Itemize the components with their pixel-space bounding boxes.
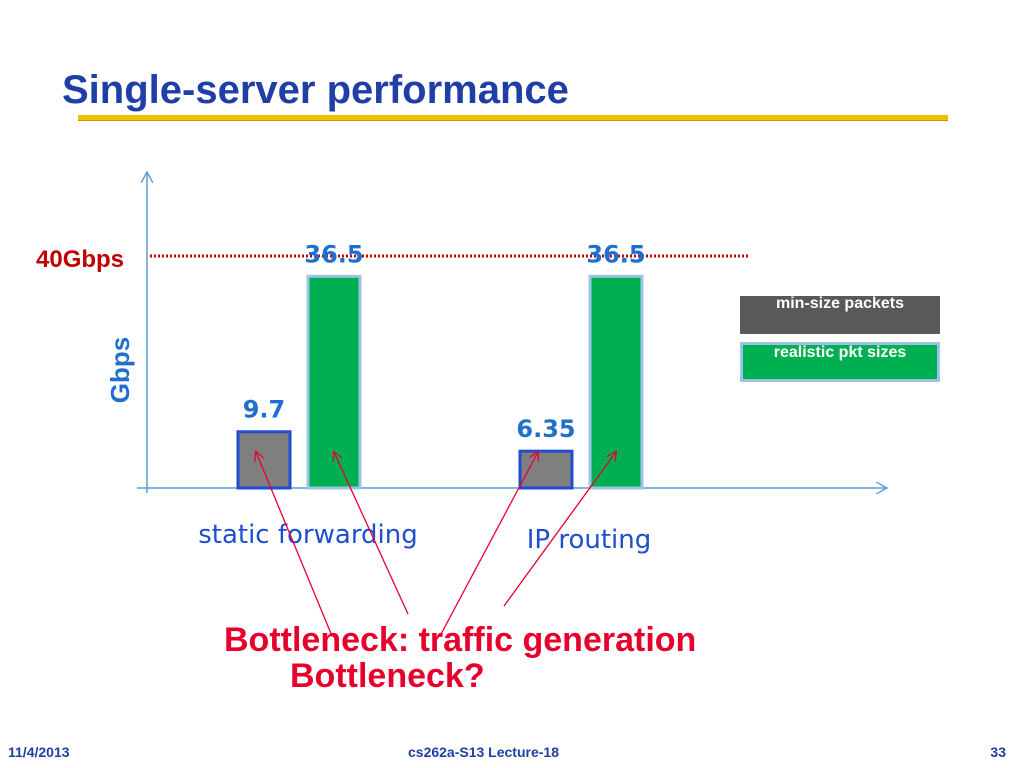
category-labels: static forwarding IP routing bbox=[198, 520, 651, 555]
data-label: 36.5 bbox=[304, 240, 363, 268]
legend-label-realistic: realistic pkt sizes bbox=[773, 344, 907, 361]
y-axis-label: Gbps bbox=[105, 337, 135, 403]
bar-ip-routing-realistic bbox=[588, 274, 644, 490]
bar-static-forwarding-realistic bbox=[306, 274, 362, 490]
annotation-arrows bbox=[256, 452, 616, 637]
bar-ip-routing-min-size bbox=[518, 449, 574, 490]
bars bbox=[236, 274, 644, 490]
annotation-arrow bbox=[439, 452, 538, 637]
annotation-arrow bbox=[503, 452, 616, 607]
bar-labels: 9.7 36.5 6.35 36.5 bbox=[243, 240, 646, 443]
data-label: 36.5 bbox=[586, 240, 645, 268]
legend-label-min-size: min-size packets bbox=[775, 296, 905, 312]
data-label: 6.35 bbox=[516, 415, 575, 443]
annotation-arrow bbox=[256, 452, 333, 637]
slide-title: Single-server performance bbox=[62, 68, 569, 112]
legend-item-min-size: min-size packets bbox=[740, 296, 940, 334]
annotation-bottleneck-traffic: Bottleneck: traffic generation bbox=[224, 621, 696, 659]
footer-date: 11/4/2013 bbox=[8, 744, 70, 760]
footer-course: cs262a-S13 Lecture-18 bbox=[408, 744, 559, 760]
category-label: static forwarding bbox=[198, 520, 418, 550]
legend-item-realistic: realistic pkt sizes bbox=[740, 342, 940, 382]
bar-static-forwarding-min-size bbox=[236, 430, 292, 490]
annotation-arrow bbox=[334, 452, 409, 615]
data-label: 9.7 bbox=[243, 396, 286, 424]
title-underline bbox=[78, 115, 948, 121]
legend: min-size packets realistic pkt sizes bbox=[740, 296, 940, 390]
category-label: IP routing bbox=[527, 525, 652, 555]
reference-line-label: 40Gbps bbox=[36, 246, 124, 273]
footer-page-number: 33 bbox=[990, 744, 1006, 760]
annotation-bottleneck-question: Bottleneck? bbox=[290, 657, 485, 695]
